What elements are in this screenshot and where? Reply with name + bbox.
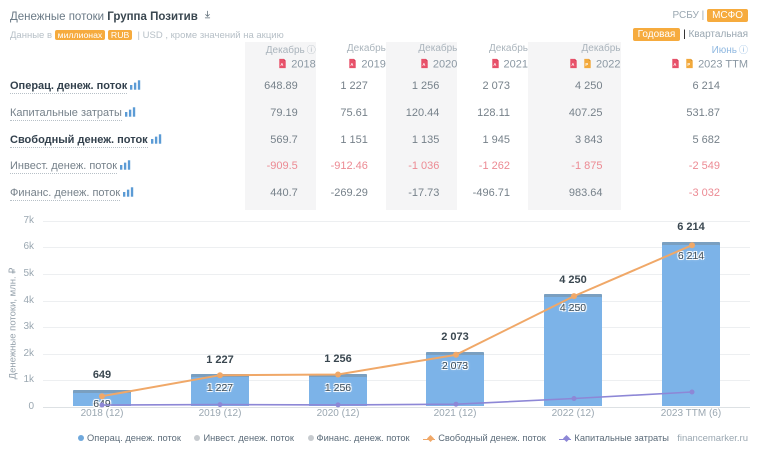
svg-text:A: A	[422, 62, 425, 67]
svg-text:A: A	[351, 62, 354, 67]
svg-text:P: P	[585, 62, 588, 67]
svg-text:A: A	[493, 62, 496, 67]
svg-text:A: A	[673, 62, 676, 67]
svg-text:A: A	[281, 62, 284, 67]
svg-text:A: A	[571, 62, 574, 67]
svg-text:P: P	[687, 62, 690, 67]
